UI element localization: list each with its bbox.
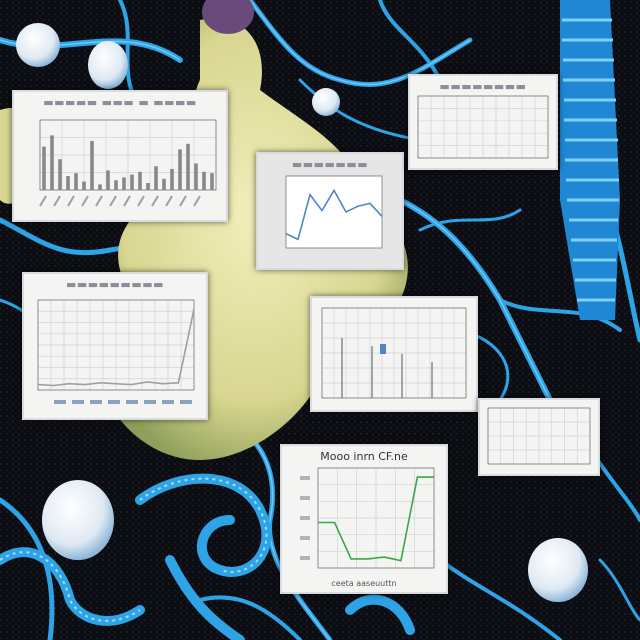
bar: [122, 177, 126, 190]
bar: [186, 143, 190, 190]
grid-chart-right: [487, 407, 591, 465]
bar: [162, 178, 166, 190]
line-series: [37, 308, 195, 387]
tick-label-placeholder: [39, 195, 47, 207]
bar: [58, 159, 62, 190]
line-series: [318, 476, 434, 562]
plot-frame: [417, 95, 549, 159]
bar: [98, 184, 102, 190]
bar: [154, 166, 158, 190]
label-placeholder: [72, 400, 84, 404]
chart-panel-line-center: ▬▬▬▬▬▬▬: [256, 152, 404, 270]
label-placeholder: [54, 400, 66, 404]
plot-frame: [37, 299, 195, 391]
grid-chart-top-right: [417, 95, 549, 159]
bar: [114, 180, 118, 190]
line-chart-left-middle: [37, 299, 195, 404]
tick-label-placeholder: [300, 496, 310, 500]
bar: [74, 173, 78, 190]
bar: [210, 173, 214, 190]
tick-label-placeholder: [300, 556, 310, 560]
tick-label-placeholder: [109, 195, 117, 207]
bar: [66, 176, 70, 190]
bar: [82, 181, 86, 190]
tick-label-placeholder: [95, 195, 103, 207]
tick-label-placeholder: [300, 476, 310, 480]
chart-panel-center: [310, 296, 478, 412]
chart-title-placeholder: ▬▬▬▬▬▬▬▬: [439, 80, 527, 93]
chart-panel-left-middle: ▬▬▬▬▬▬▬▬▬: [22, 272, 208, 420]
chart-xlabel-bottom: ceeta aaseuuttn: [331, 579, 397, 588]
tick-label-placeholder: [137, 195, 145, 207]
label-placeholder: [126, 400, 138, 404]
step-line-chart: [300, 467, 435, 569]
label-placeholder: [108, 400, 120, 404]
bar: [170, 169, 174, 190]
tick-label-placeholder: [53, 195, 61, 207]
grid-chart-center: [321, 307, 467, 399]
tick-label-placeholder: [300, 516, 310, 520]
bar: [90, 141, 94, 190]
bar: [50, 135, 54, 190]
vesicle: [312, 88, 340, 116]
plot-frame: [321, 307, 467, 399]
label-placeholder: [162, 400, 174, 404]
tick-label-placeholder: [151, 195, 159, 207]
bar: [138, 171, 142, 190]
vesicle: [42, 480, 114, 560]
vesicle: [16, 23, 60, 67]
chart-title-placeholder: ▬▬▬▬▬ ▬▬▬ ▬ ▬▬▬▬: [43, 96, 197, 109]
label-placeholder: [180, 400, 192, 404]
line-series: [285, 188, 383, 241]
line-chart-center: [285, 175, 383, 249]
tick-label-placeholder: [123, 195, 131, 207]
tick-label-placeholder: [300, 536, 310, 540]
chart-title-bottom: Mooo inrn CF.ne: [320, 450, 408, 463]
chart-panel-right: [478, 398, 600, 476]
tick-label-placeholder: [193, 195, 201, 207]
vesicle: [528, 538, 588, 602]
chart-panel-bottom: Mooo inrn CF.ne ceeta aaseuuttn: [280, 444, 448, 594]
plot-frame: [285, 175, 383, 249]
vesicles: [16, 23, 588, 602]
bar: [106, 170, 110, 190]
vesicle: [88, 41, 128, 89]
bar: [194, 163, 198, 190]
spine-column: [560, 0, 620, 320]
label-placeholder: [90, 400, 102, 404]
tick-label-placeholder: [179, 195, 187, 207]
label-placeholder: [144, 400, 156, 404]
marker: [380, 344, 386, 354]
tick-label-placeholder: [81, 195, 89, 207]
plot-frame: [487, 407, 591, 465]
chart-panel-bars: ▬▬▬▬▬ ▬▬▬ ▬ ▬▬▬▬: [12, 90, 228, 222]
purple-structure: [202, 0, 254, 34]
bar: [178, 149, 182, 190]
chart-title-placeholder: ▬▬▬▬▬▬▬: [291, 158, 369, 171]
bar: [146, 183, 150, 190]
tick-label-placeholder: [67, 195, 75, 207]
chart-panel-top-right: ▬▬▬▬▬▬▬▬: [408, 74, 558, 170]
chart-title-placeholder: ▬▬▬▬▬▬▬▬▬: [65, 278, 165, 291]
bar: [202, 171, 206, 190]
plot-frame: [317, 467, 435, 569]
bar: [42, 146, 46, 190]
plot-frame: [39, 119, 217, 191]
tick-label-placeholder: [165, 195, 173, 207]
bar: [130, 174, 134, 190]
bar-chart: [39, 119, 217, 207]
